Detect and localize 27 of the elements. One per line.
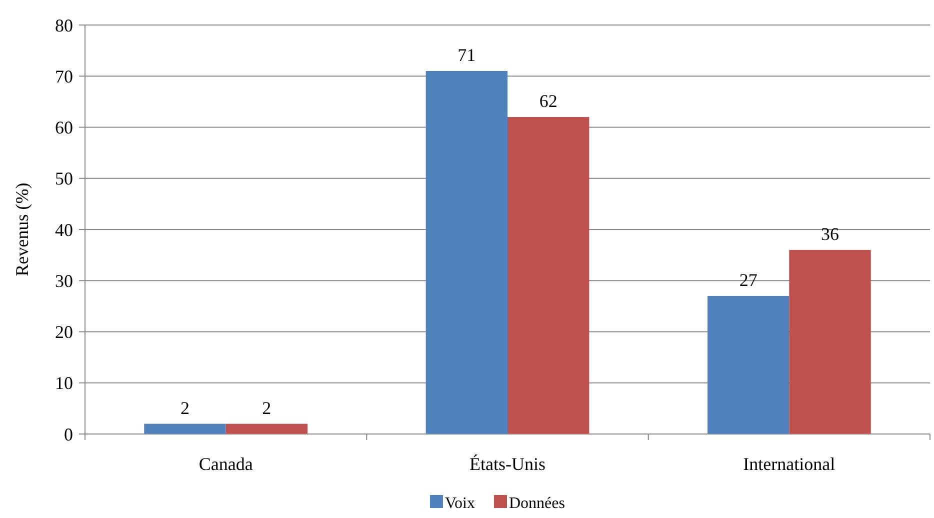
bar xyxy=(707,296,790,434)
y-tick-label: 20 xyxy=(55,322,73,342)
y-tick-label: 60 xyxy=(55,118,73,138)
data-label: 36 xyxy=(821,224,840,244)
bar xyxy=(789,250,871,434)
data-label: 71 xyxy=(458,45,476,66)
bar xyxy=(508,117,590,434)
y-tick-label: 0 xyxy=(64,424,73,444)
x-tick-label: International xyxy=(743,454,836,474)
y-tick-label: 10 xyxy=(55,373,73,394)
bar xyxy=(144,424,226,434)
bar xyxy=(226,424,308,434)
x-tick-label: États-Unis xyxy=(470,454,546,474)
x-tick-label: Canada xyxy=(198,454,253,474)
data-label: 27 xyxy=(739,270,758,290)
bar xyxy=(426,71,508,434)
data-label: 2 xyxy=(180,398,190,418)
y-tick-label: 30 xyxy=(55,270,73,291)
data-label: 2 xyxy=(262,398,272,418)
y-tick-label: 70 xyxy=(55,66,73,86)
data-label: 62 xyxy=(539,91,558,112)
legend-label: Voix xyxy=(445,495,475,512)
y-axis-title: Revenus (%) xyxy=(12,182,32,276)
y-tick-label: 40 xyxy=(55,220,73,240)
y-tick-label: 50 xyxy=(55,168,73,189)
legend-label: Données xyxy=(509,495,565,512)
y-tick-label: 80 xyxy=(55,15,73,36)
